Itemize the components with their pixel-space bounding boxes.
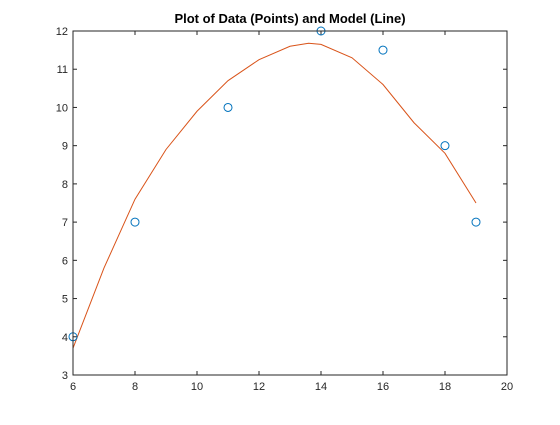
axis-ticks: 6 8 10 12 14 16 18 20 3 4 5 6 7 8 9 10 11 12 (56, 26, 513, 393)
chart-title: Plot of Data (Points) and Model (Line) (174, 11, 405, 26)
plot-background (73, 31, 507, 375)
y-tick-label: 3 (62, 370, 68, 382)
x-tick-label: 20 (501, 381, 513, 393)
plot-content (68, 26, 481, 349)
axes-box (72, 30, 508, 376)
data-point (471, 217, 481, 227)
y-tick-label: 5 (62, 294, 68, 306)
y-tick-label: 9 (62, 141, 68, 153)
data-point (130, 217, 140, 227)
y-tick-label: 7 (62, 217, 68, 229)
x-tick-label: 12 (253, 381, 265, 393)
data-point (223, 102, 233, 112)
y-tick-label: 12 (56, 26, 68, 38)
x-tick-label: 10 (191, 381, 203, 393)
y-tick-label: 6 (62, 255, 68, 267)
x-tick-label: 8 (132, 381, 138, 393)
x-tick-label: 6 (70, 381, 76, 393)
x-tick-label: 16 (377, 381, 389, 393)
x-tick-label: 18 (439, 381, 451, 393)
y-tick-label: 11 (57, 64, 68, 76)
data-point (440, 141, 450, 151)
x-tick-label: 14 (315, 381, 327, 393)
y-tick-label: 4 (62, 332, 68, 344)
data-point (378, 45, 388, 55)
y-tick-label: 8 (62, 179, 68, 191)
model-line (72, 42, 477, 349)
y-tick-label: 10 (56, 102, 68, 114)
